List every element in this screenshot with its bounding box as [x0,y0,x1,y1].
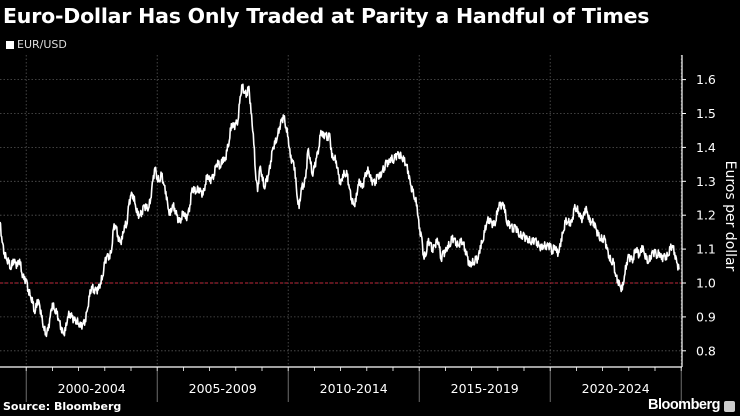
source-note: Source: Bloomberg [3,400,122,413]
eur-usd-line [0,83,680,338]
y-tick-label: 1.2 [696,208,716,223]
legend-swatch [6,40,14,49]
y-tick-label: 1.4 [696,140,716,155]
y-tick-label: 0.9 [696,309,716,324]
bloomberg-logo-icon [724,401,735,412]
series [0,83,680,338]
x-tick-label: 2000-2004 [58,381,126,396]
y-tick-label: 1.1 [696,242,716,257]
axes: 0.8 0.9 1.0 1.1 1.2 1.3 1.4 1.5 1.6 2000-2004 2005… [0,55,716,402]
x-tick-label: 2015-2019 [451,381,519,396]
x-tick-label: 2020-2024 [582,381,650,396]
y-tick-label: 0.8 [696,343,716,358]
grid [0,55,682,367]
legend-label: EUR/USD [17,38,67,51]
y-tick-label: 1.6 [696,72,716,87]
chart-title: Euro-Dollar Has Only Traded at Parity a … [3,4,650,28]
x-tick-label: 2005-2009 [189,381,257,396]
y-tick-label: 1.5 [696,106,716,121]
y-tick-label: 1.0 [696,276,716,291]
x-tick-label: 2010-2014 [320,381,388,396]
y-axis-label: Euros per dollar [722,161,738,272]
y-tick-label: 1.3 [696,174,716,189]
legend: EUR/USD [6,38,67,51]
brand-logo: Bloomberg [647,397,721,413]
